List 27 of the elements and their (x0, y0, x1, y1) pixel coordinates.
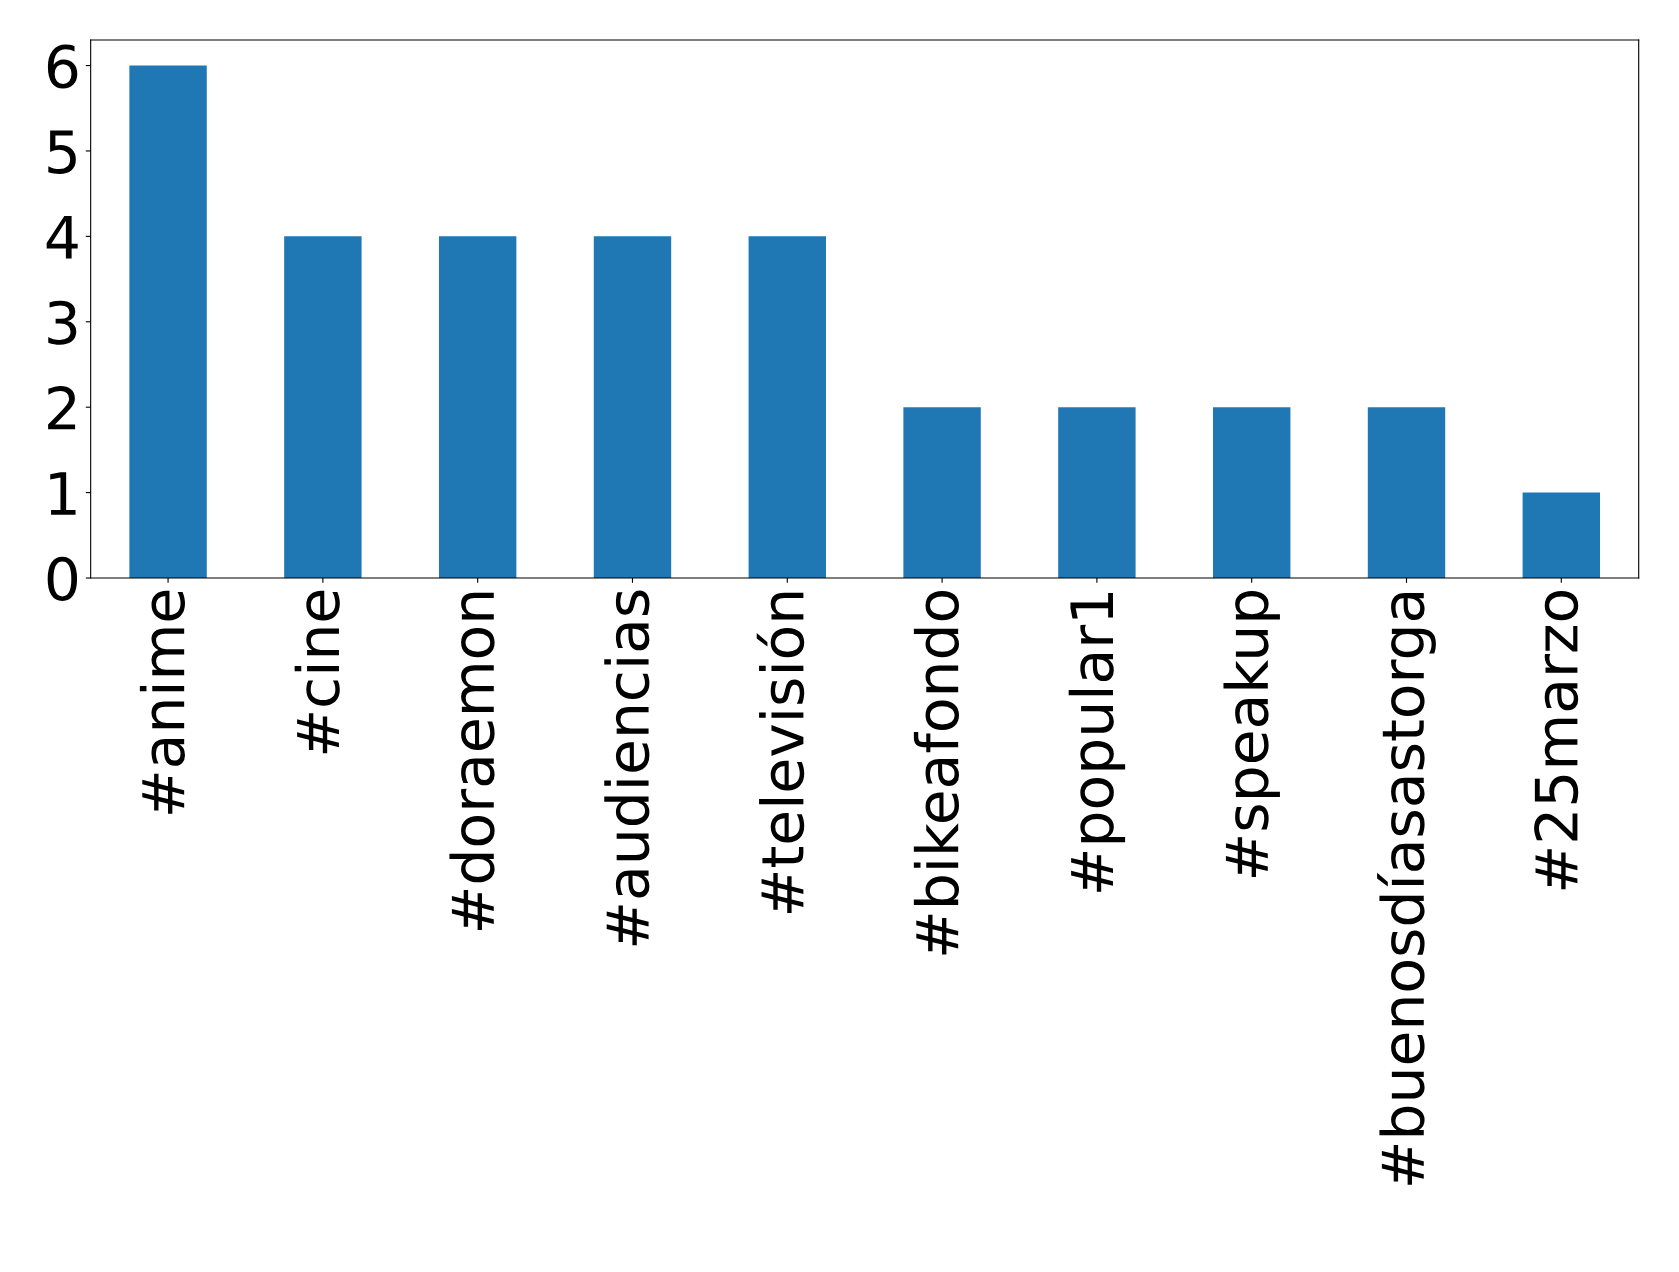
x-tick-label: #audiencias (604, 590, 650, 946)
y-tick-label: 2 (48, 386, 76, 430)
x-tick-label: #speakup (1223, 590, 1280, 878)
x-tick-label: #buenosdíasastorga (1377, 593, 1436, 1185)
y-tick-label: 4 (46, 216, 78, 259)
x-tick-label: #anime (139, 590, 185, 814)
bar (1522, 492, 1600, 578)
y-tick-label: 1 (50, 472, 76, 515)
x-tick-label: #cine (294, 590, 340, 754)
bar (903, 407, 981, 578)
y-tick-label: 5 (48, 130, 76, 174)
bar (748, 236, 826, 578)
y-tick-label: 0 (47, 556, 78, 601)
bar (1367, 407, 1446, 578)
bar (593, 236, 672, 578)
x-tick-label: #televisión (756, 592, 805, 913)
bar (129, 65, 207, 578)
y-tick-label: 3 (48, 300, 77, 345)
x-tick-label: #doraemon (449, 592, 495, 930)
y-tick-label: 6 (47, 44, 78, 89)
x-tick-label: #bikeafondo (913, 590, 960, 955)
x-tick-label: #popular1 (1068, 593, 1126, 892)
bar (438, 236, 517, 578)
bar (1212, 407, 1291, 578)
bar (1058, 407, 1136, 578)
bar (284, 236, 362, 578)
x-tick-label: #25marzo (1534, 590, 1579, 890)
